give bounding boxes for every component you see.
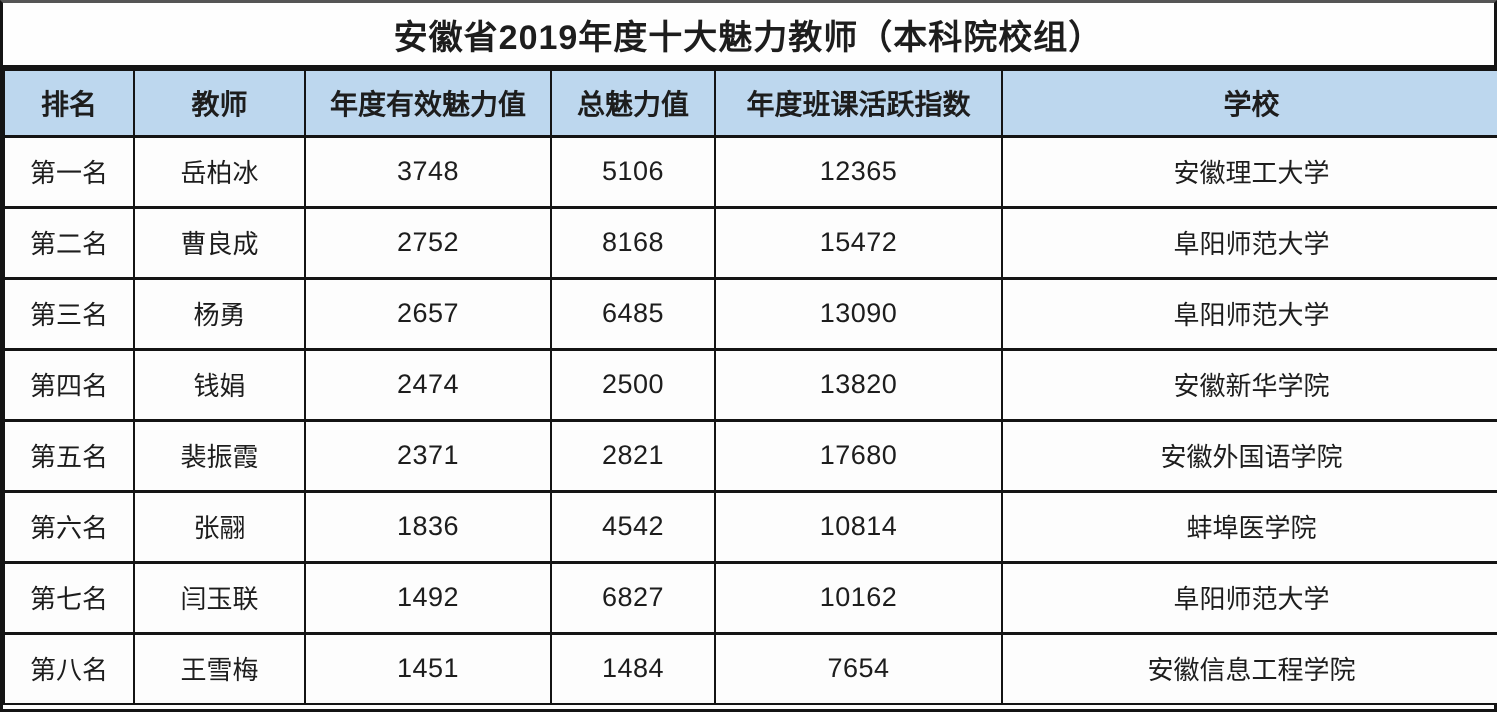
- table-cell: 安徽外国语学院: [1001, 418, 1497, 492]
- table-cell: 3748: [304, 134, 552, 208]
- table-cell: 2821: [550, 418, 716, 492]
- table-cell: 10162: [714, 560, 1003, 634]
- table-cell: 曹良成: [133, 205, 306, 279]
- table-cell: 1484: [550, 631, 716, 705]
- table-cell: 阜阳师范大学: [1001, 276, 1497, 350]
- table-cell: 第三名: [3, 276, 135, 350]
- table-cell: 2657: [304, 276, 552, 350]
- table-cell: 1451: [304, 631, 552, 705]
- table-cell: 裴振霞: [133, 418, 306, 492]
- table-cell: 王雪梅: [133, 631, 306, 705]
- column-header-rank: 排名: [3, 69, 135, 138]
- table-cell: 2500: [550, 347, 716, 421]
- column-header-activity-index: 年度班课活跃指数: [714, 69, 1003, 138]
- table-cell: 6827: [550, 560, 716, 634]
- table-cell: 岳柏冰: [133, 134, 306, 208]
- table-cell: 第四名: [3, 347, 135, 421]
- table-cell: 2371: [304, 418, 552, 492]
- table-cell: 第二名: [3, 205, 135, 279]
- column-header-teacher: 教师: [133, 69, 306, 138]
- ranking-table: 排名 教师 年度有效魅力值 总魅力值 年度班课活跃指数 学校 第一名 岳柏冰 3748 5106…: [3, 69, 1497, 705]
- table-cell: 阜阳师范大学: [1001, 560, 1497, 634]
- table-cell: 7654: [714, 631, 1003, 705]
- table-cell: 4542: [550, 489, 716, 563]
- table-cell: 5106: [550, 134, 716, 208]
- table-cell: 钱娟: [133, 347, 306, 421]
- table-cell: 安徽信息工程学院: [1001, 631, 1497, 705]
- table-cell: 6485: [550, 276, 716, 350]
- table-cell: 张翮: [133, 489, 306, 563]
- column-header-annual-charm: 年度有效魅力值: [304, 69, 552, 138]
- table-row: 第二名 曹良成 2752 8168 15472 阜阳师范大学: [3, 205, 1497, 279]
- table-cell: 13090: [714, 276, 1003, 350]
- table-cell: 阜阳师范大学: [1001, 205, 1497, 279]
- table-cell: 2752: [304, 205, 552, 279]
- table-row: 第三名 杨勇 2657 6485 13090 阜阳师范大学: [3, 276, 1497, 350]
- table-cell: 1492: [304, 560, 552, 634]
- table-row: 第六名 张翮 1836 4542 10814 蚌埠医学院: [3, 489, 1497, 563]
- table-cell: 第五名: [3, 418, 135, 492]
- table-cell: 第八名: [3, 631, 135, 705]
- table-row: 第八名 王雪梅 1451 1484 7654 安徽信息工程学院: [3, 631, 1497, 705]
- table-cell: 8168: [550, 205, 716, 279]
- table-cell: 安徽理工大学: [1001, 134, 1497, 208]
- table-cell: 蚌埠医学院: [1001, 489, 1497, 563]
- table-row: 第四名 钱娟 2474 2500 13820 安徽新华学院: [3, 347, 1497, 421]
- table-cell: 安徽新华学院: [1001, 347, 1497, 421]
- table-cell: 第六名: [3, 489, 135, 563]
- table-cell: 2474: [304, 347, 552, 421]
- column-header-total-charm: 总魅力值: [550, 69, 716, 138]
- table-title: 安徽省2019年度十大魅力教师（本科院校组）: [3, 3, 1494, 69]
- table-cell: 15472: [714, 205, 1003, 279]
- table-row: 第五名 裴振霞 2371 2821 17680 安徽外国语学院: [3, 418, 1497, 492]
- table-header-row: 排名 教师 年度有效魅力值 总魅力值 年度班课活跃指数 学校: [3, 69, 1497, 138]
- column-header-school: 学校: [1001, 69, 1497, 138]
- table-cell: 17680: [714, 418, 1003, 492]
- table-cell: 第七名: [3, 560, 135, 634]
- table-cell: 第一名: [3, 134, 135, 208]
- table-row: 第一名 岳柏冰 3748 5106 12365 安徽理工大学: [3, 134, 1497, 208]
- table-cell: 13820: [714, 347, 1003, 421]
- table-cell: 12365: [714, 134, 1003, 208]
- table-cell: 1836: [304, 489, 552, 563]
- table-cell: 10814: [714, 489, 1003, 563]
- table-cell: 闫玉联: [133, 560, 306, 634]
- table-row: 第七名 闫玉联 1492 6827 10162 阜阳师范大学: [3, 560, 1497, 634]
- table-cell: 杨勇: [133, 276, 306, 350]
